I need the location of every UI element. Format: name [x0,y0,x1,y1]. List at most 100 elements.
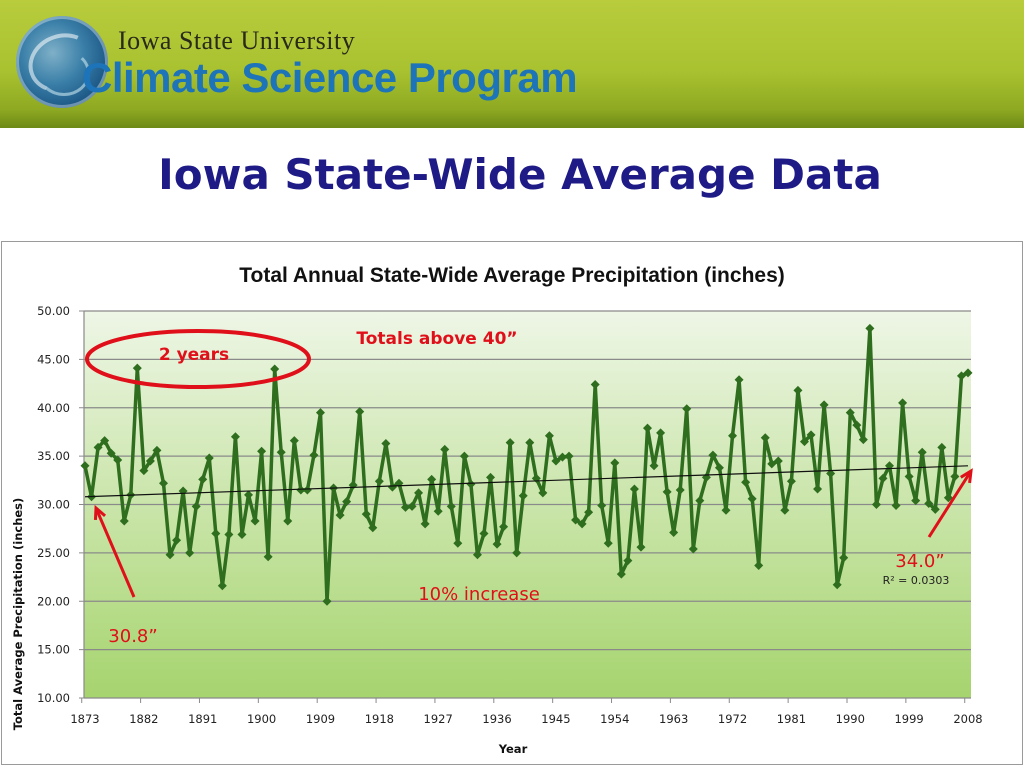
data-point [760,433,770,443]
data-point [721,505,731,515]
data-point [185,548,195,558]
data-point [270,364,280,374]
start-value-label: 30.8” [108,626,157,647]
data-point [492,539,502,549]
above-40-label: Totals above 40” [356,329,517,349]
data-point [139,466,149,476]
data-point [623,556,633,566]
start-arrow [94,507,136,598]
data-point [597,500,607,510]
data-point [858,435,868,445]
data-point [662,487,672,497]
increase-label: 10% increase [418,584,540,605]
y-tick-label: 50.00 [37,304,70,318]
data-point [675,485,685,495]
data-point [237,529,247,539]
x-axis-title: Year [498,742,528,756]
data-point [414,488,424,498]
data-point [551,456,561,466]
data-point [734,375,744,385]
data-point [629,484,639,494]
data-point [544,431,554,441]
data-point [924,499,934,509]
data-point [930,504,940,514]
data-point [669,528,679,538]
program-name: Climate Science Program [82,54,578,101]
trendline [84,465,969,498]
data-point [113,455,123,465]
y-tick-label: 40.00 [37,401,70,415]
data-point [773,456,783,466]
data-point [420,519,430,529]
data-point [427,474,437,484]
data-point [230,432,240,442]
data-point [145,456,155,466]
data-point [198,474,208,484]
data-point [708,450,718,460]
data-point [564,451,574,461]
data-point [459,451,469,461]
data-point [244,490,254,500]
data-point [832,580,842,590]
x-tick-label: 1882 [129,712,158,726]
data-point [309,450,319,460]
highlight-ellipse [85,329,311,389]
series-line [83,326,969,604]
data-point [891,500,901,510]
data-point [93,442,103,452]
data-point [407,501,417,511]
data-point [747,494,757,504]
data-point [643,423,653,433]
data-point [361,509,371,519]
data-point [322,596,332,606]
data-point [368,523,378,533]
data-point [315,408,325,418]
x-tick-label: 1990 [836,712,865,726]
data-point [754,560,764,570]
data-point [466,479,476,489]
data-point [400,502,410,512]
data-point [453,538,463,548]
data-point [505,438,515,448]
data-point [283,516,293,526]
data-point [616,569,626,579]
data-point [486,472,496,482]
data-point [898,398,908,408]
x-tick-label: 1873 [70,712,99,726]
data-point [793,385,803,395]
data-point [714,463,724,473]
data-point [217,581,227,591]
data-point [741,477,751,487]
data-point [387,482,397,492]
data-point [852,420,862,430]
r-squared-label: R² = 0.0303 [883,574,950,587]
data-point [826,469,836,479]
data-point [178,486,188,496]
x-tick-label: 1963 [659,712,688,726]
data-point [525,438,535,448]
data-point [571,515,581,525]
y-tick-label: 30.00 [37,498,70,512]
data-point [871,500,881,509]
data-point [806,430,816,440]
data-point [956,371,966,381]
data-point [937,442,947,452]
data-point [584,507,594,517]
x-tick-label: 1972 [718,712,747,726]
data-point [688,544,698,554]
x-tick-label: 1936 [482,712,511,726]
data-point [819,400,829,410]
data-point [119,516,129,526]
data-point [728,431,738,441]
data-point [636,542,646,552]
end-arrow-head [960,468,973,484]
x-tick-label: 1981 [777,712,806,726]
data-point [152,445,162,455]
y-tick-label: 45.00 [37,352,70,366]
data-point [767,459,777,469]
data-point [263,552,273,562]
circle-label: 2 years [159,345,229,365]
data-point [557,452,567,462]
header-banner: Iowa State University Climate Science Pr… [0,0,1024,128]
y-tick-label: 35.00 [37,449,70,463]
